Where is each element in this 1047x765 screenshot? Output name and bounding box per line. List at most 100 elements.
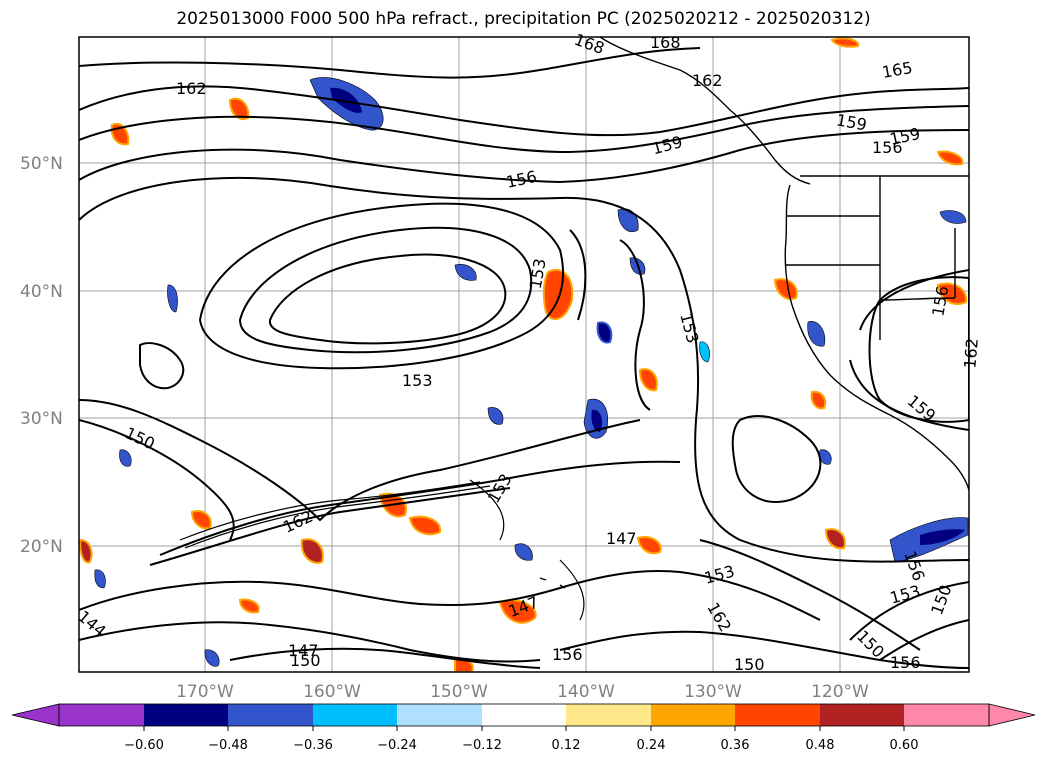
precip-patch-positive <box>498 599 537 624</box>
precip-patches <box>79 37 969 672</box>
lon-axis: 170°W 160°W 150°W 140°W 130°W 120°W <box>176 682 869 702</box>
colorbar: −0.60 −0.48 −0.36 −0.24 −0.12 0.12 0.24 … <box>11 703 1036 753</box>
precip-patch-negative <box>454 264 477 281</box>
precip-patch-negative <box>514 543 533 561</box>
colorbar-tick-label: 0.12 <box>552 738 581 753</box>
precip-patch-negative <box>330 87 362 113</box>
lat-label: 40°N <box>20 282 63 302</box>
colorbar-ticks <box>143 726 905 731</box>
colorbar-segment <box>566 704 651 726</box>
contours-thin <box>179 479 585 621</box>
precip-patch-negative <box>939 210 967 224</box>
precip-patch-positive <box>300 538 324 564</box>
contour-line <box>198 202 565 370</box>
lat-label: 50°N <box>20 154 63 174</box>
contour-line <box>731 415 822 503</box>
precip-patch-positive <box>79 538 93 564</box>
colorbar-tick-label: −0.48 <box>208 738 248 753</box>
precip-patch-positive <box>936 282 968 305</box>
contour-line <box>849 581 969 641</box>
contour-line <box>79 47 701 79</box>
border-states <box>786 176 956 340</box>
contour-label: 156 <box>872 138 903 157</box>
precip-patch-positive <box>810 390 827 410</box>
map-frame <box>78 36 970 673</box>
lon-label: 160°W <box>303 682 361 702</box>
colorbar-tick-label: −0.24 <box>377 738 417 753</box>
contour-label: 162 <box>176 79 207 98</box>
contour-line <box>268 253 507 345</box>
contour-line <box>849 359 969 431</box>
colorbar-segment <box>144 704 228 726</box>
colorbar-segment <box>651 704 735 726</box>
precip-patch-positive <box>638 368 658 392</box>
contour-labels: 162 168 168 162 165 159 159 159 156 156 … <box>74 30 982 674</box>
precip-patch-positive <box>773 278 798 300</box>
contour-line <box>179 481 481 541</box>
contour-line <box>229 647 541 669</box>
precip-patch-negative <box>807 321 826 347</box>
colorbar-tick-label: 0.36 <box>721 738 750 753</box>
colorbar-extend-high <box>988 703 1036 727</box>
precip-patch-positive <box>936 150 964 166</box>
precip-patch-negative <box>699 341 710 363</box>
lat-axis: 50°N 40°N 30°N 20°N <box>20 154 63 557</box>
coastline-hawaii <box>539 577 566 589</box>
colorbar-segment <box>820 704 904 726</box>
colorbar-tick-label: 0.24 <box>637 738 666 753</box>
contour-line <box>79 621 541 663</box>
precip-patch-positive <box>228 97 250 120</box>
colorbar-segment <box>228 704 313 726</box>
contour-line <box>469 479 505 541</box>
precip-patch-positive <box>636 536 662 555</box>
coastlines <box>539 37 969 589</box>
contour-line <box>159 460 681 556</box>
colorbar-extend-low <box>11 703 60 727</box>
precip-patch-negative <box>94 569 106 589</box>
coastline-westcoast <box>784 184 969 491</box>
contour-line <box>184 485 491 549</box>
lon-label: 120°W <box>811 682 869 702</box>
contour-line <box>569 229 587 321</box>
lon-label: 150°W <box>430 682 488 702</box>
contour-line <box>79 129 969 184</box>
colorbar-tick-label: 0.60 <box>890 738 919 753</box>
colorbar-segment <box>904 704 989 726</box>
lat-label: 30°N <box>20 409 63 429</box>
precip-patch-positive <box>824 528 846 550</box>
contour-line <box>699 539 921 651</box>
contour-label: 162 <box>692 71 723 90</box>
contour-line <box>79 399 641 522</box>
contour-label: 150 <box>290 651 321 670</box>
precip-patch-positive <box>408 515 442 536</box>
contour-line <box>79 419 235 541</box>
contour-line <box>79 176 969 563</box>
contour-line <box>79 85 969 137</box>
precip-patch-positive <box>238 598 260 614</box>
contour-label: 153 <box>402 371 433 390</box>
contour-line <box>238 226 533 354</box>
precip-patch-negative <box>591 409 603 432</box>
contour-label: 150 <box>734 655 765 674</box>
contour-line <box>559 630 969 669</box>
contour-label: 162 <box>960 337 982 369</box>
contour-line <box>149 487 511 566</box>
lon-label: 130°W <box>684 682 742 702</box>
precip-patch-positive <box>190 510 212 530</box>
colorbar-segment <box>59 704 144 726</box>
precip-patch-negative <box>920 529 965 545</box>
map-area <box>79 37 969 672</box>
map-title: 2025013000 F000 500 hPa refract., precip… <box>176 9 871 29</box>
contour-line <box>559 559 585 621</box>
colorbar-segment <box>482 704 566 726</box>
contour-line <box>139 342 185 390</box>
lon-label: 140°W <box>557 682 615 702</box>
coastline-alaska <box>599 37 811 185</box>
colorbar-tick-label: −0.60 <box>124 738 164 753</box>
colorbar-segment <box>735 704 820 726</box>
lon-label: 170°W <box>176 682 234 702</box>
colorbar-tick-label: −0.36 <box>293 738 333 753</box>
contour-line <box>79 569 821 621</box>
precip-patch-positive <box>830 37 860 48</box>
